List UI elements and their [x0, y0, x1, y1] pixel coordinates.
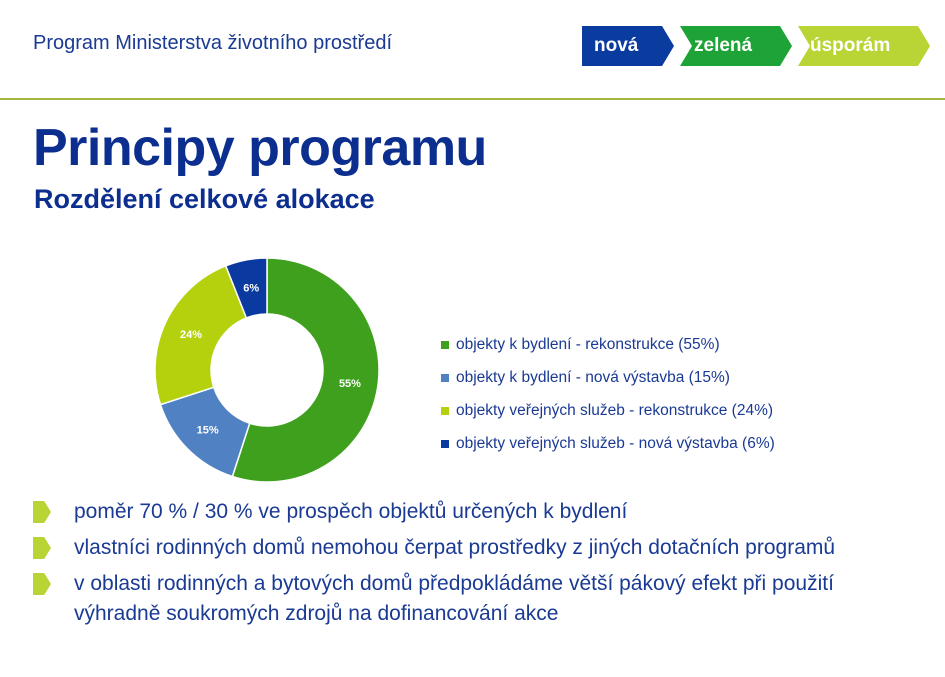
legend-item: objekty veřejných služeb - rekonstrukce … [441, 394, 775, 427]
logo-nova-zelena-usporam: nová zelená úsporám [582, 26, 930, 66]
arrow-bullet-icon [33, 537, 51, 559]
legend-item: objekty k bydlení - nová výstavba (15%) [441, 361, 775, 394]
donut-data-label: 55% [339, 378, 361, 390]
bullet-item: poměr 70 % / 30 % ve prospěch objektů ur… [33, 497, 913, 527]
legend-label: objekty veřejných služeb - rekonstrukce … [456, 401, 774, 419]
donut-slice [231, 257, 380, 483]
header-divider [0, 98, 945, 100]
arrow-bullet-icon [33, 501, 51, 523]
legend-label: objekty k bydlení - nová výstavba (15%) [456, 368, 730, 386]
logo-segment-usporam: úsporám [798, 26, 930, 66]
logo-segment-zelena: zelená [680, 26, 792, 66]
legend-swatch-icon [441, 373, 449, 382]
legend-label: objekty veřejných služeb - nová výstavba… [456, 434, 775, 452]
page-title: Principy programu [33, 119, 487, 177]
legend-swatch-icon [441, 406, 449, 415]
arrow-bullet-icon [33, 573, 51, 595]
donut-data-label: 24% [180, 329, 202, 341]
legend-label: objekty k bydlení - rekonstrukce (55%) [456, 335, 720, 353]
donut-data-label: 15% [197, 424, 219, 436]
legend-swatch-icon [441, 439, 449, 448]
chart-legend: objekty k bydlení - rekonstrukce (55%) o… [441, 328, 775, 460]
logo-text-nova: nová [594, 35, 639, 56]
donut-slice [154, 264, 248, 406]
legend-item: objekty k bydlení - rekonstrukce (55%) [441, 328, 775, 361]
bullet-text: vlastníci rodinných domů nemohou čerpat … [74, 536, 836, 559]
logo-text-usporam: úsporám [810, 35, 890, 56]
donut-chart: 55% 15% 24% 6% [154, 257, 380, 483]
legend-swatch-icon [441, 340, 449, 349]
bullet-item: v oblasti rodinných a bytových domů před… [33, 569, 913, 629]
logo-segment-nova: nová [582, 26, 674, 66]
donut-data-label: 6% [243, 282, 259, 294]
bullet-text: poměr 70 % / 30 % ve prospěch objektů ur… [74, 500, 628, 523]
bullet-list: poměr 70 % / 30 % ve prospěch objektů ur… [33, 497, 913, 635]
program-title: Program Ministerstva životního prostředí [33, 32, 393, 54]
legend-item: objekty veřejných služeb - nová výstavba… [441, 427, 775, 460]
bullet-item: vlastníci rodinných domů nemohou čerpat … [33, 533, 913, 563]
page-subtitle: Rozdělení celkové alokace [34, 184, 375, 214]
bullet-text: v oblasti rodinných a bytových domů před… [74, 572, 834, 625]
logo-text-zelena: zelená [694, 35, 753, 56]
donut-slice [224, 257, 268, 319]
